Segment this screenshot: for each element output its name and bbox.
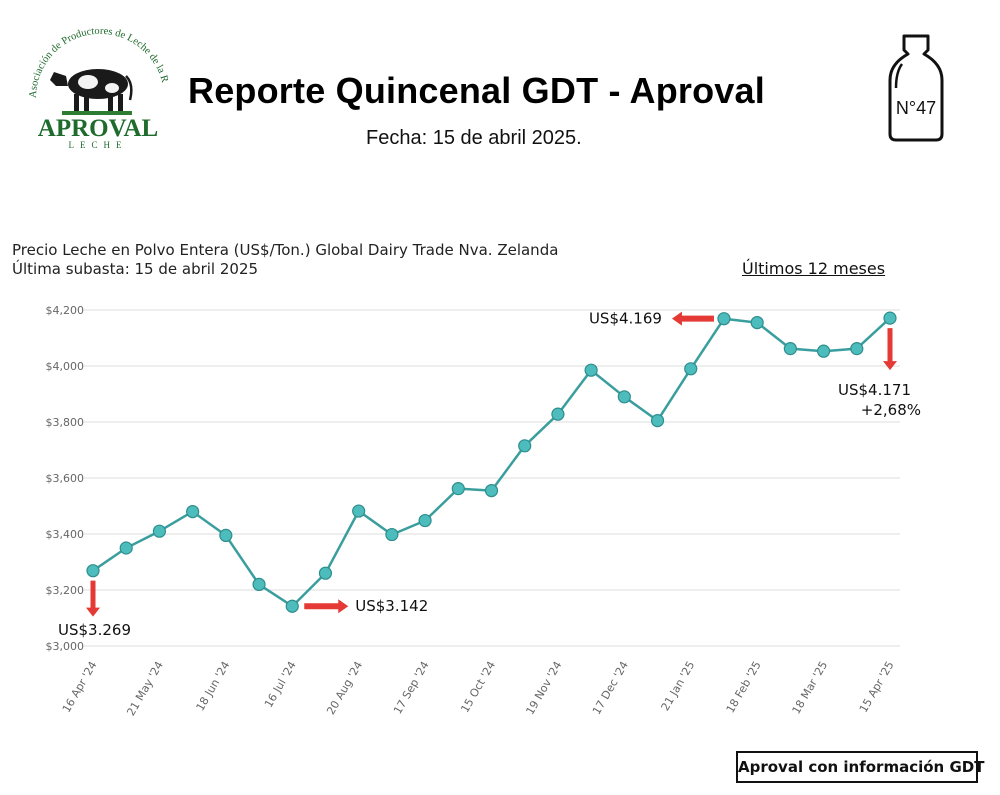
x-tick-label: 19 Nov '24 <box>524 659 565 717</box>
data-point <box>352 504 366 518</box>
milk-bottle-icon <box>888 34 944 142</box>
logo-sub: LECHE <box>69 140 128 150</box>
data-point <box>385 527 399 542</box>
aproval-logo: Asociación de Productores de Leche de la… <box>22 20 170 150</box>
data-point <box>318 566 333 580</box>
price-line-chart: $3,000 $3,200 $3,400 $3,600 $3,800 $4,000 $4,2… <box>46 304 922 718</box>
cow-icon <box>50 69 133 115</box>
y-tick-label: $3,800 <box>46 416 85 429</box>
change-label: +2,68% <box>861 401 921 419</box>
data-point <box>783 342 797 356</box>
y-tick-label: $4,000 <box>46 360 85 373</box>
data-point <box>418 513 432 528</box>
start-label: US$3.269 <box>58 621 131 639</box>
data-point <box>816 344 831 358</box>
x-tick-label: 15 Apr '25 <box>857 659 897 715</box>
logo-brand: APROVAL <box>38 115 158 142</box>
last-arrow-icon <box>883 328 897 371</box>
data-point <box>152 524 167 538</box>
data-point <box>650 414 665 428</box>
data-point <box>584 363 598 377</box>
data-point <box>451 482 465 496</box>
min-label: US$3.142 <box>355 597 428 615</box>
chart-title: Precio Leche en Polvo Entera (US$/Ton.) … <box>12 241 559 259</box>
start-arrow-icon <box>86 580 100 617</box>
x-tick-label: 18 Jun '24 <box>194 659 233 713</box>
data-point <box>219 528 233 542</box>
report-date: Fecha: 15 de abril 2025. <box>366 127 582 149</box>
data-point <box>551 407 565 421</box>
report-title: Reporte Quincenal GDT - Aproval <box>188 70 765 111</box>
x-tick-label: 21 May '24 <box>124 659 166 718</box>
data-point <box>518 439 532 453</box>
data-point <box>717 312 731 326</box>
x-tick-label: 17 Sep '24 <box>391 659 432 716</box>
y-tick-label: $3,600 <box>46 472 85 485</box>
y-tick-label: $3,200 <box>46 584 85 597</box>
chart-subtitle: Última subasta: 15 de abril 2025 <box>12 260 259 278</box>
data-point <box>883 311 897 325</box>
y-tick-label: $3,000 <box>46 640 85 653</box>
x-tick-label: 18 Feb '25 <box>724 659 764 715</box>
x-tick-label: 16 Jul '24 <box>262 659 299 710</box>
data-point <box>119 541 133 555</box>
x-tick-label: 17 Dec '24 <box>590 659 631 717</box>
prev-label: US$4.169 <box>589 310 662 328</box>
x-tick-label: 15 Oct '24 <box>458 659 498 715</box>
data-point <box>684 362 698 376</box>
y-tick-label: $4,200 <box>46 304 85 317</box>
x-tick-label: 21 Jan '25 <box>659 659 698 713</box>
data-point <box>484 484 499 498</box>
data-point <box>86 564 100 578</box>
prev-arrow-icon <box>671 311 714 326</box>
data-point <box>186 505 200 519</box>
x-tick-label: 18 Mar '25 <box>790 659 831 716</box>
data-point <box>850 342 864 356</box>
data-point <box>285 599 299 613</box>
y-tick-label: $3,400 <box>46 528 85 541</box>
series-line <box>92 317 891 608</box>
data-point <box>252 577 266 591</box>
x-tick-label: 16 Apr '24 <box>60 659 100 715</box>
source-note: Aproval con información GDT <box>736 751 984 783</box>
min-arrow-icon <box>304 599 349 614</box>
x-tick-label: 20 Aug '24 <box>324 659 365 717</box>
data-point <box>617 390 631 404</box>
data-point <box>750 315 764 330</box>
last-label: US$4.171 <box>838 381 911 399</box>
report-number: N°47 <box>895 98 937 118</box>
period-label: Últimos 12 meses <box>742 259 886 278</box>
